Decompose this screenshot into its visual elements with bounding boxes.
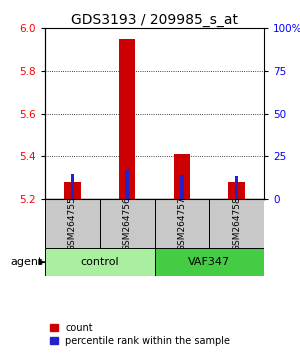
Bar bbox=[64, 182, 81, 199]
Text: GSM264756: GSM264756 bbox=[123, 196, 132, 251]
Bar bbox=[70, 174, 74, 199]
Text: control: control bbox=[80, 257, 119, 267]
Bar bbox=[235, 176, 238, 199]
Text: GSM264758: GSM264758 bbox=[232, 196, 241, 251]
Bar bbox=[100, 199, 154, 248]
Bar bbox=[174, 154, 190, 199]
Bar bbox=[45, 248, 154, 276]
Bar bbox=[228, 182, 245, 199]
Title: GDS3193 / 209985_s_at: GDS3193 / 209985_s_at bbox=[71, 13, 238, 27]
Text: VAF347: VAF347 bbox=[188, 257, 230, 267]
Bar bbox=[154, 199, 209, 248]
Text: agent: agent bbox=[10, 257, 42, 267]
Bar bbox=[180, 175, 184, 199]
Bar bbox=[154, 248, 264, 276]
Bar bbox=[125, 170, 129, 199]
Bar bbox=[209, 199, 264, 248]
Legend: count, percentile rank within the sample: count, percentile rank within the sample bbox=[50, 323, 230, 346]
Text: GSM264757: GSM264757 bbox=[177, 196, 186, 251]
Bar bbox=[119, 39, 135, 199]
Text: GSM264755: GSM264755 bbox=[68, 196, 77, 251]
Bar bbox=[45, 199, 100, 248]
